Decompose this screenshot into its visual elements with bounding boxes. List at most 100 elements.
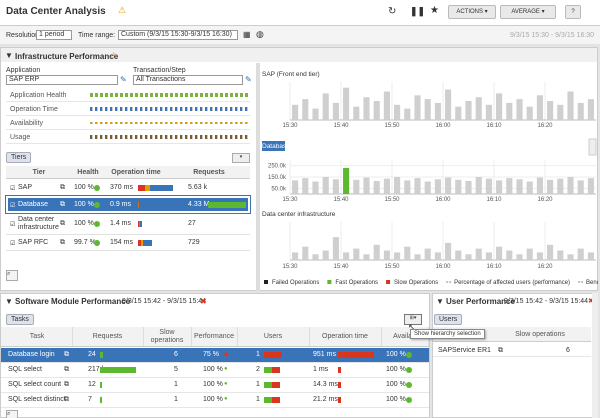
scrollbar[interactable] bbox=[592, 293, 598, 418]
collapse-icon[interactable]: ▼ bbox=[5, 51, 13, 60]
bar bbox=[445, 242, 452, 260]
x-tick-label: 15:30 bbox=[282, 123, 298, 129]
slow-value: 6 bbox=[174, 351, 178, 358]
edit-icon[interactable]: ✎ bbox=[245, 75, 252, 84]
tasks-tab[interactable]: Tasks bbox=[6, 314, 34, 325]
zoom-icon[interactable]: ⌕ bbox=[6, 410, 18, 418]
bar bbox=[394, 177, 401, 194]
users-panel bbox=[432, 293, 598, 418]
requests-value: 4.33 M bbox=[188, 200, 210, 208]
splitter[interactable] bbox=[256, 63, 260, 291]
time-value: 951 ms bbox=[313, 351, 336, 358]
table-row[interactable] bbox=[6, 180, 250, 196]
bar bbox=[332, 237, 339, 260]
slow-value: 5 bbox=[174, 366, 178, 373]
bar bbox=[302, 246, 309, 260]
column-header: Users bbox=[263, 333, 283, 340]
menu-button[interactable]: ▾ bbox=[232, 153, 250, 163]
selected-row[interactable] bbox=[1, 348, 429, 363]
collapse-icon[interactable]: ▼ bbox=[5, 297, 13, 306]
link-icon: ⧉ bbox=[64, 351, 69, 358]
bar bbox=[516, 254, 523, 260]
column-header: Tier bbox=[32, 169, 46, 176]
zoom-icon[interactable]: ⌕ bbox=[6, 270, 18, 281]
average-button[interactable]: AVERAGE ▾ bbox=[500, 5, 556, 19]
time-range-select[interactable]: Custom (9/3/15 15:30-9/3/15 16:30) bbox=[118, 30, 238, 40]
checkbox: ☑ bbox=[10, 186, 16, 192]
legend-label: Slow Operations bbox=[394, 280, 438, 286]
metric-row-line bbox=[6, 143, 250, 144]
user-name: SAPService ER1 bbox=[438, 347, 491, 354]
collapse-icon[interactable]: ▼ bbox=[436, 297, 444, 306]
bar bbox=[394, 252, 401, 260]
bar bbox=[506, 102, 513, 120]
refresh-icon[interactable]: ↻ bbox=[388, 6, 397, 17]
title: Data Center Analysis bbox=[6, 6, 106, 17]
users-tab[interactable]: Users bbox=[434, 314, 463, 325]
tiers-tab[interactable]: Tiers bbox=[6, 152, 32, 163]
time-bar bbox=[338, 352, 374, 358]
column-divider bbox=[237, 327, 238, 346]
bar bbox=[343, 167, 350, 194]
edit-icon[interactable]: ✎ bbox=[120, 75, 127, 84]
time-bar bbox=[138, 201, 141, 208]
checkbox: ☑ bbox=[10, 202, 16, 209]
selected-row[interactable] bbox=[5, 195, 251, 214]
transaction-input[interactable]: All Transactions bbox=[133, 75, 243, 85]
software-title: Software Module Performance bbox=[15, 297, 131, 306]
chart-title: SAP (Front end tier) bbox=[262, 71, 320, 78]
bar bbox=[322, 177, 329, 194]
x-tick-label: 16:10 bbox=[486, 264, 502, 270]
resolution-select[interactable]: 1 period bbox=[36, 30, 72, 40]
time-value: 1 ms bbox=[313, 366, 329, 373]
application-input[interactable]: SAP ERP bbox=[6, 75, 118, 85]
bar bbox=[322, 93, 329, 120]
pause-icon[interactable]: ❚❚ bbox=[410, 6, 426, 16]
bar bbox=[445, 89, 452, 120]
x-tick-label: 15:40 bbox=[333, 197, 349, 203]
bar bbox=[567, 91, 574, 120]
bar bbox=[455, 106, 462, 120]
bar bbox=[485, 252, 492, 260]
metric-label: Operation Time bbox=[10, 106, 58, 113]
table-row[interactable] bbox=[1, 393, 429, 408]
star-icon[interactable]: ★ bbox=[430, 5, 439, 16]
table-row[interactable] bbox=[6, 213, 250, 235]
users-title: User Performance bbox=[446, 297, 515, 306]
close-icon[interactable]: ✖ bbox=[200, 297, 207, 306]
table-row[interactable] bbox=[6, 235, 250, 251]
x-tick-label: 15:40 bbox=[333, 123, 349, 129]
tier-name: SAP RFC bbox=[18, 239, 49, 246]
help-button[interactable]: ? bbox=[565, 5, 581, 19]
table-row[interactable] bbox=[433, 344, 591, 357]
bar bbox=[485, 178, 492, 194]
x-tick-label: 16:20 bbox=[537, 264, 553, 270]
time-bar bbox=[338, 397, 341, 403]
requests-bar bbox=[100, 352, 103, 358]
hierarchy-button[interactable]: ⊞▾ bbox=[404, 314, 422, 325]
operation-time: 154 ms bbox=[110, 239, 133, 246]
bar bbox=[526, 248, 533, 260]
legend-swatch bbox=[327, 280, 332, 284]
availability-dot bbox=[406, 382, 412, 388]
requests-value: 7 bbox=[88, 396, 92, 403]
calendar-icon[interactable]: ▦ bbox=[243, 30, 251, 39]
tier-name: SAP bbox=[18, 184, 33, 191]
column-header: Requests bbox=[92, 333, 123, 340]
column-divider bbox=[309, 327, 310, 346]
table-row[interactable] bbox=[1, 378, 429, 393]
table-row[interactable] bbox=[1, 363, 429, 378]
close-icon[interactable]: ✖ bbox=[588, 298, 594, 305]
link-icon: ⧉ bbox=[60, 200, 65, 208]
performance-icon: ● bbox=[224, 396, 228, 402]
warning-icon: ⚠ bbox=[118, 5, 127, 15]
bar bbox=[332, 102, 339, 120]
tier-name: Data center infrastructure bbox=[18, 216, 59, 231]
link-icon: ⧉ bbox=[60, 184, 65, 191]
actions-button[interactable]: ACTIONS ▾ bbox=[448, 5, 496, 19]
bar bbox=[343, 252, 350, 260]
availability-value: 100 % bbox=[386, 366, 406, 373]
average-label: AVERAGE bbox=[511, 9, 540, 15]
globe-icon[interactable]: ◍ bbox=[256, 29, 264, 39]
